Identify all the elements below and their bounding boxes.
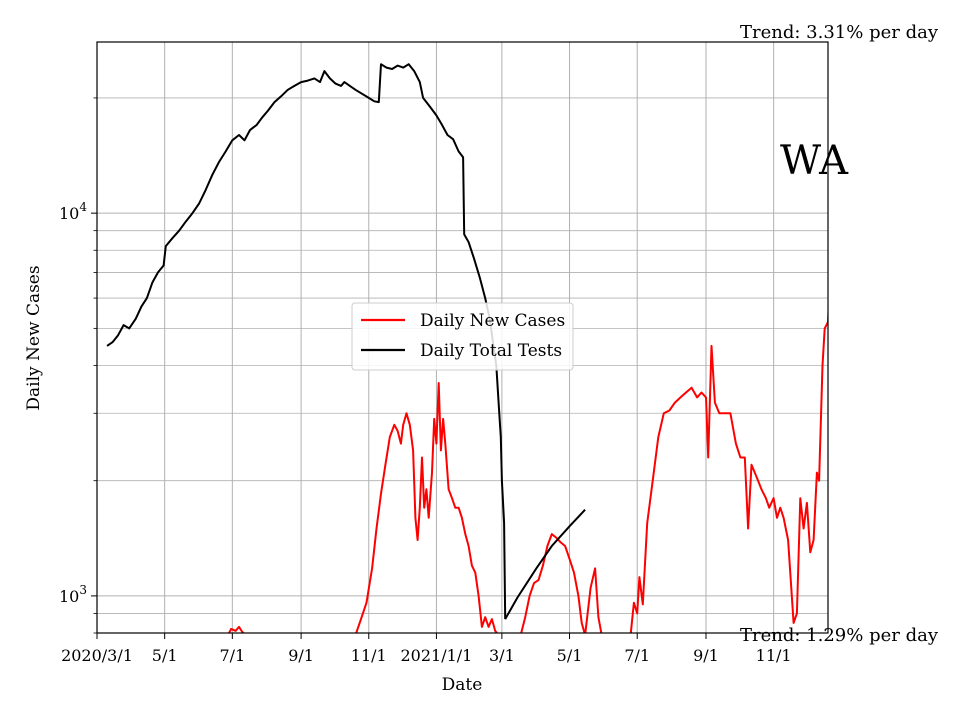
x-tick-label: 11/1 bbox=[756, 646, 792, 665]
y-axis: 103 104 bbox=[59, 97, 97, 634]
y-tick-label: 103 bbox=[59, 583, 87, 606]
x-tick-label: 5/1 bbox=[152, 646, 178, 665]
top-trend-annotation: Trend: 3.31% per day bbox=[740, 22, 939, 43]
x-tick-label: 7/1 bbox=[624, 646, 650, 665]
x-axis-label: Date bbox=[442, 675, 483, 695]
x-tick-label: 3/1 bbox=[489, 646, 515, 665]
y-tick-label: 104 bbox=[59, 200, 87, 223]
x-tick-label: 9/1 bbox=[693, 646, 719, 665]
x-tick-label: 11/1 bbox=[351, 646, 387, 665]
x-tick-label: 7/1 bbox=[219, 646, 245, 665]
x-tick-label: 9/1 bbox=[288, 646, 314, 665]
series-line-tests bbox=[106, 63, 507, 620]
series-layer bbox=[106, 63, 828, 633]
x-axis: 2020/3/1 5/1 7/1 9/1 11/1 2021/1/1 3/1 5/1 7/1 9/… bbox=[61, 633, 792, 665]
series-line-cases bbox=[227, 299, 828, 633]
plot-frame bbox=[96, 41, 829, 634]
y-axis-label: Daily New Cases bbox=[24, 265, 44, 410]
x-tick-label: 5/1 bbox=[557, 646, 583, 665]
legend: Daily New Cases Daily Total Tests bbox=[351, 302, 574, 371]
legend-label-tests: Daily Total Tests bbox=[420, 341, 562, 361]
bottom-trend-annotation: Trend: 1.29% per day bbox=[740, 625, 939, 646]
x-tick-label: 2020/3/1 bbox=[61, 646, 133, 665]
legend-label-cases: Daily New Cases bbox=[420, 311, 565, 331]
x-tick-label: 2021/1/1 bbox=[401, 646, 473, 665]
legend-box bbox=[351, 302, 574, 371]
trend-curve bbox=[504, 509, 586, 620]
plot-area bbox=[106, 63, 828, 633]
state-label: WA bbox=[780, 138, 849, 184]
